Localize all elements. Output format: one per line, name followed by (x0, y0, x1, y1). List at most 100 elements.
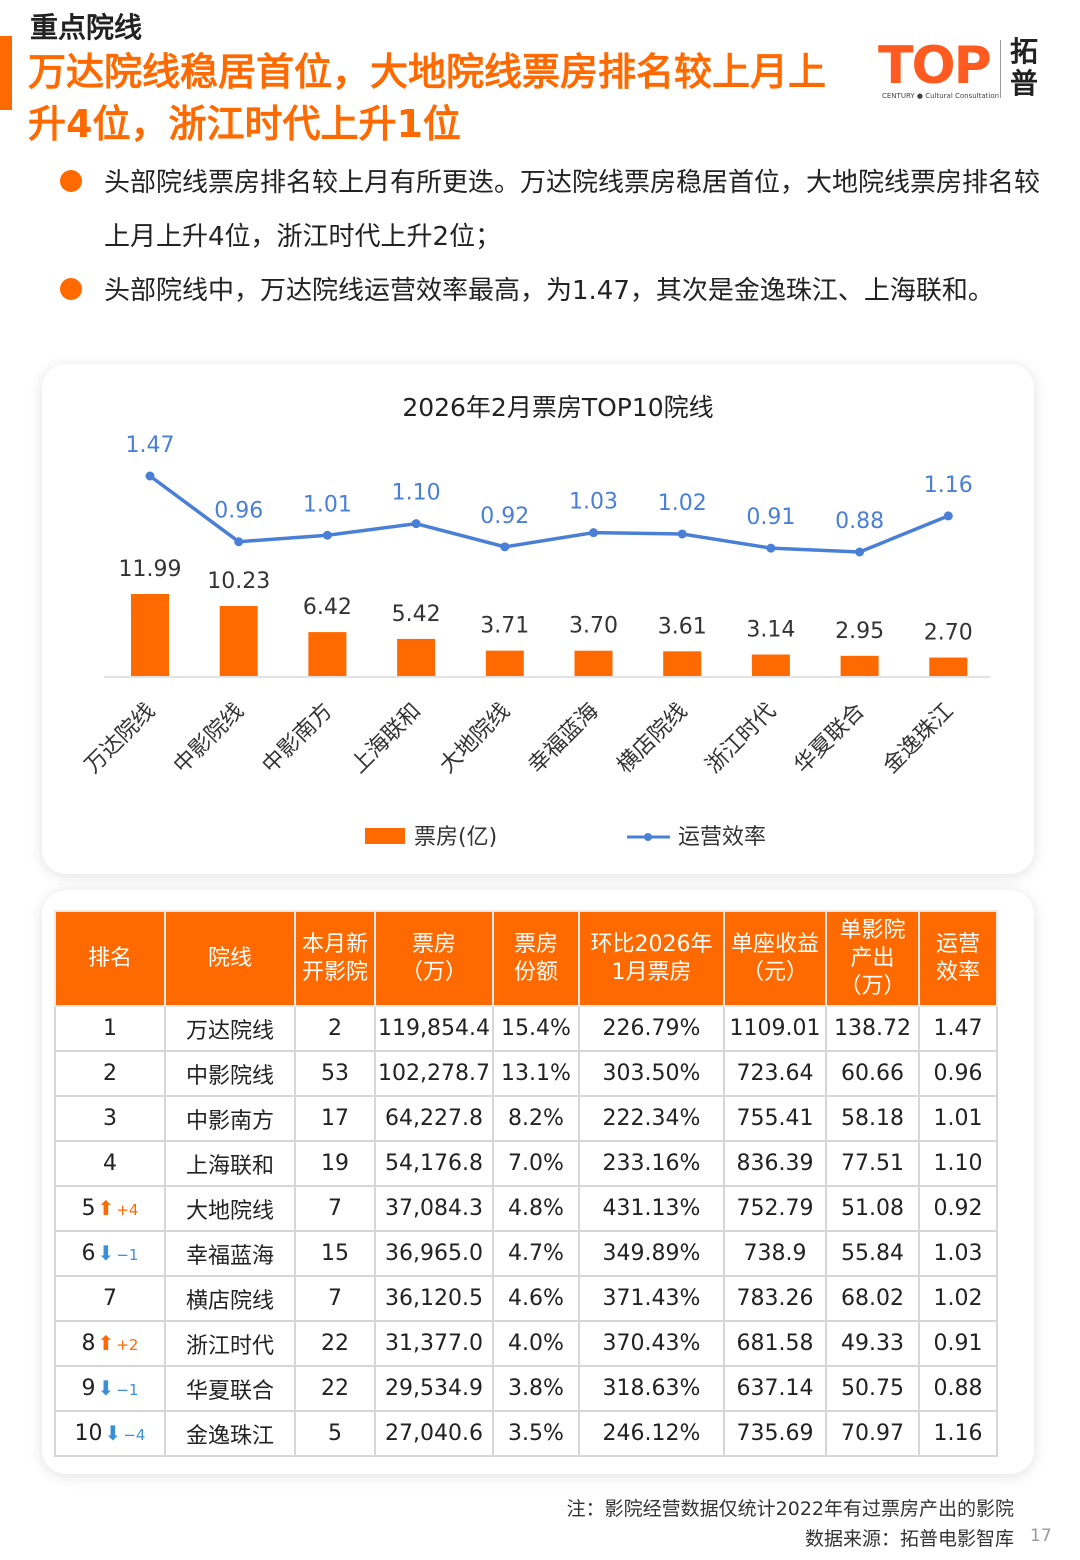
bar-value-label: 3.61 (658, 614, 707, 639)
bar (751, 654, 790, 676)
line-value-label: 1.16 (924, 473, 973, 498)
mom-cell: 371.43% (578, 1275, 725, 1322)
rank-number: 5 (81, 1196, 96, 1221)
mom-cell: 233.16% (578, 1140, 725, 1187)
circuit-name-cell: 浙江时代 (164, 1320, 296, 1367)
rank-cell: 4 (54, 1140, 166, 1187)
line-point (411, 519, 421, 529)
share-cell: 4.6% (492, 1275, 580, 1322)
legend-swatch-point (644, 833, 652, 841)
new-cinemas-cell: 17 (294, 1095, 376, 1142)
rank-number: 2 (103, 1061, 117, 1086)
bar (131, 594, 169, 676)
chart-card: 2026年2月票房TOP10院线 11.99 10.23 6.42 5.42 3.71 3.… (42, 364, 1034, 874)
x-tick-label: 横店院线 (613, 699, 693, 779)
table-row: 8 ⬆ +2 浙江时代 22 31,377.0 4.0% 370.43% 681.58 49.33… (54, 1320, 998, 1367)
share-cell: 7.0% (492, 1140, 580, 1187)
box-office-chart: 2026年2月票房TOP10院线 11.99 10.23 6.42 5.42 3.71 3.… (80, 393, 990, 850)
seat-revenue-cell: 735.69 (723, 1410, 827, 1457)
new-cinemas-cell: 15 (294, 1230, 376, 1277)
bar (840, 655, 879, 676)
bullet-item: 头部院线中，万达院线运营效率最高，为1.47，其次是金逸珠江、上海联和。 (60, 264, 1060, 318)
bar (574, 650, 613, 676)
line-point (322, 530, 332, 540)
share-cell: 4.8% (492, 1185, 580, 1232)
seat-revenue-cell: 752.79 (723, 1185, 827, 1232)
column-header: 排名 (54, 910, 166, 1007)
table-row: 7 横店院线 7 36,120.5 4.6% 371.43% 783.26 68.02 1.02 (54, 1275, 998, 1322)
box-office-cell: 64,227.8 (374, 1095, 494, 1142)
column-header: 环比2026年 1月票房 (578, 910, 725, 1007)
table-row: 9 ⬇ −1 华夏联合 22 29,534.9 3.8% 318.63% 637.14 50.75… (54, 1365, 998, 1412)
circuit-name-cell: 金逸珠江 (164, 1410, 296, 1457)
line-point (943, 511, 953, 521)
table-row: 10 ⬇ −4 金逸珠江 5 27,040.6 3.5% 246.12% 735.69 70.97… (54, 1410, 998, 1457)
logo-cn: 拓普 (1010, 35, 1039, 100)
cinema-output-cell: 49.33 (825, 1320, 920, 1367)
table-row: 5 ⬆ +4 大地院线 7 37,084.3 4.8% 431.13% 752.79 51.08 0… (54, 1185, 998, 1232)
share-cell: 3.5% (492, 1410, 580, 1457)
table-row: 4 上海联和 19 54,176.8 7.0% 233.16% 836.39 77.51 1.1… (54, 1140, 998, 1187)
share-cell: 8.2% (492, 1095, 580, 1142)
new-cinemas-cell: 7 (294, 1275, 376, 1322)
rank-cell: 3 (54, 1095, 166, 1142)
bullet-text: 头部院线中，万达院线运营效率最高，为1.47，其次是金逸珠江、上海联和。 (104, 276, 994, 306)
rank-cell: 2 (54, 1050, 166, 1097)
bullet-dot-icon (60, 278, 82, 300)
circuit-name-cell: 中影南方 (164, 1095, 296, 1142)
efficiency-cell: 0.96 (918, 1050, 998, 1097)
box-office-cell: 29,534.9 (374, 1365, 494, 1412)
efficiency-cell: 1.47 (918, 1005, 998, 1052)
table-row: 1 万达院线 2 119,854.4 15.4% 226.79% 1109.01 138.72… (54, 1005, 998, 1052)
circuit-name-cell: 中影院线 (164, 1050, 296, 1097)
footnote: 注：影院经营数据仅统计2022年有过票房产出的影院 (566, 1498, 1014, 1520)
rank-number: 8 (81, 1331, 96, 1356)
share-cell: 4.0% (492, 1320, 580, 1367)
bar-value-label: 2.70 (924, 621, 973, 646)
column-header: 本月新 开影院 (294, 910, 376, 1007)
line-value-label: 0.88 (835, 509, 884, 534)
summary-bullets: 头部院线票房排名较上月有所更迭。万达院线票房稳居首位，大地院线票房排名较上月上升… (60, 156, 1060, 318)
table-header-row: 排名 院线 本月新 开影院 票房 （万） 票房 份额 环比2026年 1月票房 单座收益 （元） 单影院… (54, 910, 998, 1007)
bar-value-label: 3.14 (746, 618, 795, 643)
circuit-name-cell: 横店院线 (164, 1275, 296, 1322)
line-value-label: 1.47 (126, 433, 175, 458)
x-tick-label: 中影南方 (258, 699, 338, 779)
circuit-name-cell: 大地院线 (164, 1185, 296, 1232)
bar (663, 651, 702, 676)
table-row: 6 ⬇ −1 幸福蓝海 15 36,965.0 4.7% 349.89% 738.9 55.84 1… (54, 1230, 998, 1277)
line-point (145, 471, 155, 481)
share-cell: 13.1% (492, 1050, 580, 1097)
logo-subtitle: CENTURY ● Cultural Consultation (882, 92, 1000, 100)
column-header: 票房 （万） (374, 910, 494, 1007)
mom-cell: 370.43% (578, 1320, 725, 1367)
line-value-label: 1.01 (303, 492, 352, 517)
share-cell: 15.4% (492, 1005, 580, 1052)
ranking-table: 排名 院线 本月新 开影院 票房 （万） 票房 份额 环比2026年 1月票房 单座收益 （元） 单影院… (54, 910, 998, 1457)
efficiency-cell: 0.91 (918, 1320, 998, 1367)
share-cell: 4.7% (492, 1230, 580, 1277)
rank-number: 10 (74, 1421, 103, 1446)
page-number: 17 (1030, 1526, 1052, 1546)
bar-value-label: 6.42 (303, 595, 352, 620)
rank-cell: 5 ⬆ +4 (54, 1185, 166, 1232)
efficiency-cell: 1.01 (918, 1095, 998, 1142)
table-card: 排名 院线 本月新 开影院 票房 （万） 票房 份额 环比2026年 1月票房 单座收益 （元） 单影院… (42, 890, 1034, 1474)
bar-value-label: 2.95 (835, 619, 884, 644)
mom-cell: 349.89% (578, 1230, 725, 1277)
x-tick-label: 华夏联合 (790, 699, 870, 779)
bar-value-label: 10.23 (207, 569, 270, 594)
rank-cell: 9 ⬇ −1 (54, 1365, 166, 1412)
seat-revenue-cell: 637.14 (723, 1365, 827, 1412)
logo-divider (1000, 40, 1001, 98)
bullet-item: 头部院线票房排名较上月有所更迭。万达院线票房稳居首位，大地院线票房排名较上月上升… (60, 156, 1060, 264)
arrow-up-icon: ⬆ (97, 1196, 115, 1220)
brand-logo: TOP CENTURY ● Cultural Consultation 拓普 (878, 36, 1058, 106)
new-cinemas-cell: 53 (294, 1050, 376, 1097)
rank-number: 7 (103, 1286, 117, 1311)
x-tick-label: 万达院线 (80, 699, 160, 779)
bullet-text: 头部院线票房排名较上月有所更迭。万达院线票房稳居首位，大地院线票房排名较上月上升… (104, 168, 1041, 252)
new-cinemas-cell: 2 (294, 1005, 376, 1052)
mom-cell: 222.34% (578, 1095, 725, 1142)
line-value-label: 1.10 (392, 481, 441, 506)
